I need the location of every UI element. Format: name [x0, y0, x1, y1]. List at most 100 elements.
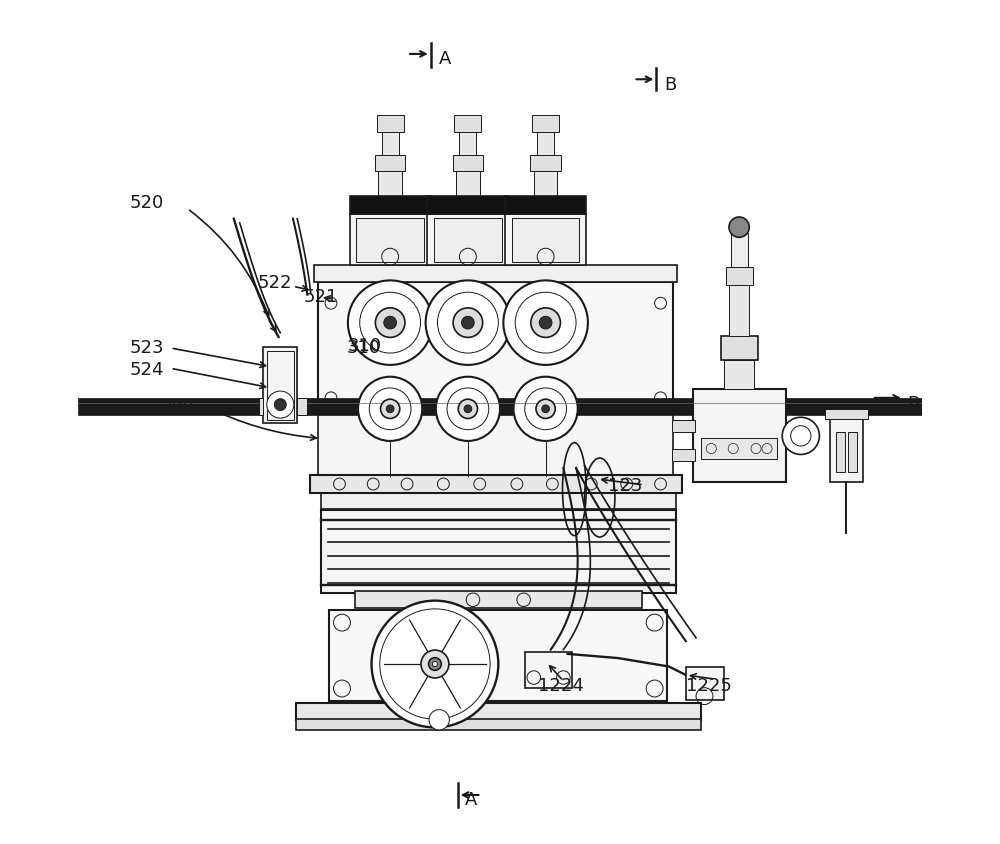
Circle shape [539, 317, 552, 329]
Bar [532, 116, 559, 133]
Circle shape [542, 405, 549, 414]
Bar [375, 156, 405, 171]
Bar [825, 409, 868, 419]
Bar [356, 219, 424, 262]
Circle shape [525, 388, 567, 430]
Bar [505, 197, 586, 215]
Text: B: B [907, 394, 920, 413]
Circle shape [384, 317, 396, 329]
Circle shape [437, 293, 498, 354]
Bar [434, 219, 502, 262]
Bar [377, 116, 404, 133]
Bar [724, 360, 754, 390]
Bar [534, 171, 557, 197]
Text: 1224: 1224 [538, 676, 584, 695]
Bar [848, 432, 857, 473]
Bar [297, 398, 307, 415]
Bar [512, 219, 579, 262]
Circle shape [381, 400, 400, 419]
Circle shape [380, 609, 490, 719]
Bar [836, 432, 845, 473]
Bar [721, 337, 758, 360]
Bar [382, 133, 399, 156]
Circle shape [782, 418, 819, 455]
Bar [321, 494, 676, 509]
Circle shape [436, 377, 500, 441]
Bar [296, 703, 701, 720]
Bar [454, 116, 481, 133]
Circle shape [375, 308, 405, 338]
Bar [314, 266, 677, 283]
Bar [731, 234, 748, 268]
Circle shape [447, 388, 489, 430]
Circle shape [515, 293, 576, 354]
Text: 300: 300 [160, 398, 194, 417]
Text: 310: 310 [348, 337, 382, 355]
Bar [537, 133, 554, 156]
Circle shape [503, 281, 588, 365]
Text: 520: 520 [130, 193, 164, 212]
Text: A: A [439, 50, 452, 68]
Bar [78, 398, 922, 415]
Bar [263, 348, 297, 424]
Bar [459, 133, 476, 156]
Bar [355, 592, 642, 609]
Bar [686, 667, 724, 701]
Circle shape [531, 308, 560, 338]
Circle shape [267, 392, 294, 419]
Bar [427, 197, 508, 215]
Circle shape [514, 377, 578, 441]
Circle shape [421, 651, 449, 679]
Circle shape [464, 405, 472, 414]
Bar [259, 398, 263, 415]
Circle shape [360, 293, 421, 354]
Text: B: B [664, 75, 676, 94]
Bar [505, 215, 586, 266]
Circle shape [369, 388, 411, 430]
Circle shape [429, 710, 449, 730]
Bar [318, 283, 673, 405]
Circle shape [386, 405, 394, 414]
Circle shape [348, 281, 432, 365]
Circle shape [536, 400, 555, 419]
Bar [427, 215, 508, 266]
Bar [525, 652, 572, 688]
Bar [726, 268, 753, 286]
Bar [729, 286, 749, 337]
Bar [672, 420, 695, 432]
Bar [321, 511, 676, 593]
Circle shape [429, 658, 441, 671]
Bar [530, 156, 561, 171]
Text: 521: 521 [304, 288, 338, 306]
Text: 123: 123 [608, 476, 643, 495]
Text: 524: 524 [130, 360, 164, 379]
Circle shape [458, 400, 478, 419]
Circle shape [358, 377, 422, 441]
Text: 1225: 1225 [686, 676, 732, 695]
Bar [296, 719, 701, 730]
Circle shape [274, 399, 286, 411]
Bar [693, 390, 786, 483]
Circle shape [729, 218, 749, 238]
Circle shape [453, 308, 483, 338]
Circle shape [426, 281, 510, 365]
Bar [329, 610, 667, 701]
Bar [456, 171, 480, 197]
Bar [378, 171, 402, 197]
Bar [350, 197, 431, 215]
Circle shape [372, 601, 498, 728]
Bar [830, 419, 863, 483]
Circle shape [462, 317, 474, 329]
Text: 310: 310 [346, 338, 380, 357]
Bar [267, 351, 294, 420]
Bar [672, 450, 695, 462]
Text: A: A [465, 790, 477, 809]
Bar [318, 409, 673, 477]
Bar [350, 215, 431, 266]
Circle shape [432, 662, 437, 667]
Bar [310, 475, 682, 494]
Text: 522: 522 [257, 273, 292, 292]
Bar [701, 438, 777, 459]
Bar [453, 156, 483, 171]
Text: 523: 523 [130, 338, 164, 357]
